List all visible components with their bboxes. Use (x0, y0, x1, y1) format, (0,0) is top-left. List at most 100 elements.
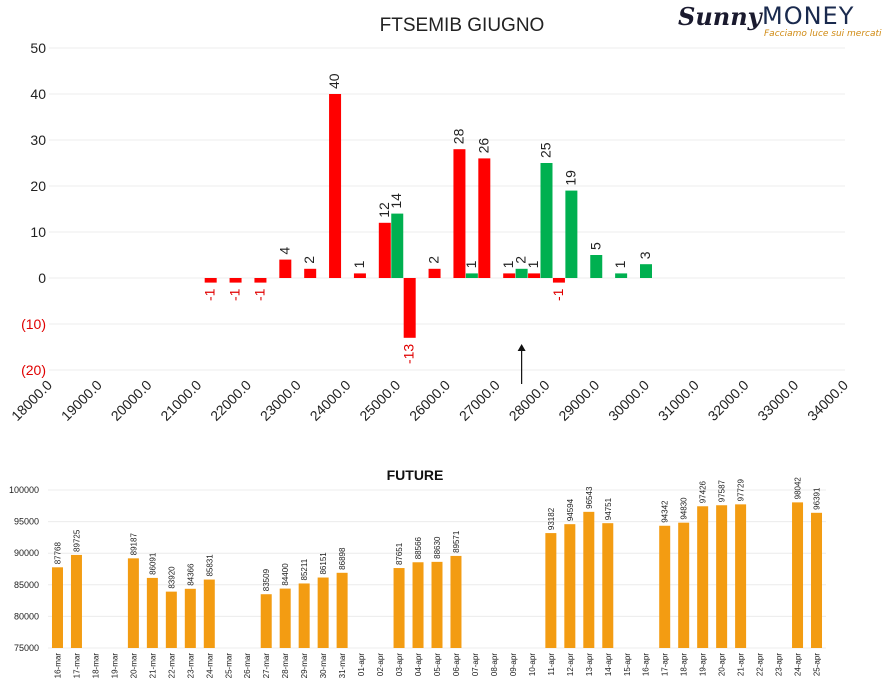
y-tick-label: 40 (30, 86, 46, 102)
future-bar (51, 567, 63, 648)
future-bar (735, 504, 747, 648)
y-tick-label: 100000 (9, 485, 39, 495)
data-label: 19 (562, 170, 578, 186)
future-bar (317, 577, 329, 648)
date-tick-label: 22-mar (167, 653, 176, 679)
data-label: 4 (276, 247, 292, 255)
logo-brand-right: MONEY (762, 2, 855, 30)
x-tick-label: 34000.0 (804, 377, 851, 424)
date-tick-label: 06-apr (452, 653, 461, 676)
logo-brand-left: Sunny (678, 2, 762, 31)
future-value-label: 94751 (604, 497, 613, 520)
data-label: -1 (227, 288, 243, 301)
date-tick-label: 05-apr (433, 653, 442, 676)
future-bar (697, 506, 709, 648)
date-tick-label: 24-apr (794, 653, 803, 676)
data-label: 14 (388, 193, 404, 209)
date-tick-label: 20-apr (718, 653, 727, 676)
green-bar (391, 213, 404, 278)
date-tick-label: 15-apr (623, 653, 632, 676)
date-tick-label: 17-apr (661, 653, 670, 676)
y-tick-label: 30 (30, 132, 46, 148)
date-tick-label: 29-mar (300, 653, 309, 679)
future-bar (431, 561, 443, 648)
x-tick-label: 30000.0 (605, 377, 652, 424)
future-bar (545, 533, 557, 648)
data-label: 1 (500, 260, 516, 268)
red-bar (204, 278, 217, 283)
x-tick-label: 32000.0 (705, 377, 752, 424)
logo-tagline: Facciamo luce sui mercati (764, 29, 882, 39)
red-bar (353, 273, 366, 278)
data-label: 12 (376, 202, 392, 218)
y-tick-label: (20) (21, 362, 46, 378)
x-tick-label: 27000.0 (456, 377, 503, 424)
y-tick-label: 50 (30, 40, 46, 56)
x-tick-label: 28000.0 (506, 377, 553, 424)
future-value-label: 87768 (53, 542, 62, 565)
date-tick-label: 03-apr (395, 653, 404, 676)
date-tick-label: 17-mar (72, 653, 81, 679)
future-bar (336, 572, 348, 648)
data-label: 3 (637, 251, 653, 259)
data-label: 5 (587, 242, 603, 250)
green-bar (590, 255, 603, 278)
date-tick-label: 16-apr (642, 653, 651, 676)
sunny-money-logo: Sunny MONEY Facciamo luce sui mercati (672, 2, 882, 42)
future-value-label: 96543 (585, 486, 594, 509)
future-bar (564, 524, 576, 648)
date-tick-label: 23-mar (186, 653, 195, 679)
future-bar (260, 594, 272, 648)
future-value-label: 86898 (338, 547, 347, 570)
date-tick-label: 01-apr (357, 653, 366, 676)
data-label: 28 (450, 128, 466, 144)
y-tick-label: 85000 (14, 580, 39, 590)
date-tick-label: 07-apr (471, 653, 480, 676)
future-bar (583, 511, 595, 648)
x-tick-label: 19000.0 (58, 377, 105, 424)
date-tick-label: 23-apr (775, 653, 784, 676)
x-tick-label: 21000.0 (157, 377, 204, 424)
x-tick-label: 33000.0 (754, 377, 801, 424)
future-bar (678, 522, 690, 648)
future-value-label: 87651 (395, 542, 404, 565)
green-bar (565, 190, 578, 278)
future-bar (716, 505, 728, 648)
red-bar (403, 278, 416, 338)
date-tick-label: 16-mar (53, 653, 62, 679)
date-tick-label: 25-apr (813, 653, 822, 676)
green-bar (615, 273, 628, 278)
future-value-label: 85831 (205, 554, 214, 577)
future-bar (393, 568, 405, 648)
future-value-label: 88630 (433, 536, 442, 559)
date-tick-label: 08-apr (490, 653, 499, 676)
data-label: -13 (401, 344, 417, 364)
future-bar (412, 562, 424, 648)
future-value-label: 97587 (718, 479, 727, 502)
future-value-label: 84400 (281, 563, 290, 586)
date-tick-label: 12-apr (566, 653, 575, 676)
data-label: 1 (612, 260, 628, 268)
future-value-label: 86091 (148, 552, 157, 575)
date-tick-label: 13-apr (585, 653, 594, 676)
future-value-label: 97426 (699, 480, 708, 503)
red-bar (279, 259, 292, 278)
future-value-label: 83509 (262, 568, 271, 591)
red-bar (503, 273, 516, 278)
red-bar (378, 222, 391, 278)
date-tick-label: 24-mar (205, 653, 214, 679)
x-tick-label: 24000.0 (307, 377, 354, 424)
date-tick-label: 27-mar (262, 653, 271, 679)
date-tick-label: 02-apr (376, 653, 385, 676)
date-tick-label: 04-apr (414, 653, 423, 676)
y-tick-label: 80000 (14, 611, 39, 621)
future-title: FUTURE (387, 467, 444, 483)
data-label: 2 (301, 256, 317, 264)
data-label: 1 (351, 260, 367, 268)
chart-title: FTSEMIB GIUGNO (380, 15, 545, 36)
date-tick-label: 18-mar (91, 653, 100, 679)
future-bar (127, 558, 139, 648)
y-tick-label: 95000 (14, 517, 39, 527)
future-bar (203, 579, 215, 648)
date-tick-label: 18-apr (680, 653, 689, 676)
